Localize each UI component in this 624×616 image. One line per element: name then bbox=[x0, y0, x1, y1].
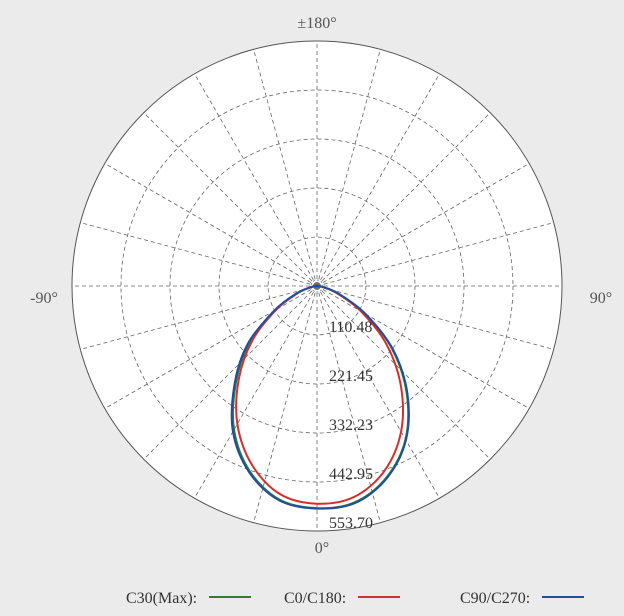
grid-spoke bbox=[143, 112, 318, 287]
angle-label-right: 90° bbox=[590, 290, 612, 307]
radial-tick-label: 221.45 bbox=[329, 368, 373, 385]
legend-swatch-c90 bbox=[542, 596, 585, 599]
grid-spoke bbox=[316, 163, 530, 287]
grid-spoke bbox=[194, 73, 318, 287]
legend-item-c30: C30(Max): bbox=[126, 590, 252, 608]
angle-label-left: -90° bbox=[30, 290, 58, 307]
grid-spoke bbox=[253, 285, 318, 523]
grid-spoke bbox=[316, 73, 440, 287]
grid-spoke bbox=[253, 49, 318, 287]
radial-tick-label: 110.48 bbox=[329, 319, 372, 336]
grid-spoke bbox=[316, 112, 491, 287]
legend-swatch-c30 bbox=[209, 596, 252, 599]
angle-label-top: ±180° bbox=[297, 15, 336, 32]
legend-swatch-c0 bbox=[358, 596, 401, 599]
grid-spoke bbox=[316, 285, 440, 499]
grid-spoke bbox=[194, 285, 318, 499]
legend-label-c0: C0/C180: bbox=[284, 590, 347, 607]
legend-label-c90: C90/C270: bbox=[460, 590, 531, 607]
grid-ring bbox=[71, 40, 563, 532]
angle-label-bottom: 0° bbox=[315, 540, 329, 557]
series-layer bbox=[230, 285, 410, 510]
grid-spoke bbox=[143, 285, 318, 460]
legend-item-c0: C0/C180: bbox=[284, 590, 401, 608]
grid-spoke bbox=[316, 49, 381, 287]
grid-spoke bbox=[316, 222, 554, 287]
legend-label-c30: C30(Max): bbox=[126, 590, 198, 607]
legend-item-c90: C90/C270: bbox=[460, 590, 585, 608]
grid-ring bbox=[267, 236, 367, 336]
grid-spoke bbox=[104, 285, 318, 409]
grid-ring bbox=[169, 138, 465, 434]
series-line-2 bbox=[230, 285, 410, 510]
grid-spoke bbox=[316, 285, 381, 523]
label-layer: ±180° -90° 90° 0° 110.48 221.45 332.23 442.… bbox=[30, 15, 612, 557]
radial-tick-label: 332.23 bbox=[329, 417, 373, 434]
radial-tick-label: 442.95 bbox=[329, 466, 373, 483]
grid-spoke bbox=[104, 163, 318, 287]
grid-spoke bbox=[80, 222, 318, 287]
grid-ring bbox=[120, 89, 514, 483]
grid-spoke bbox=[316, 285, 530, 409]
grid-ring bbox=[218, 187, 416, 385]
grid-spoke bbox=[316, 285, 554, 350]
grid-spoke bbox=[80, 285, 318, 350]
legend: C30(Max): C0/C180: C90/C270: bbox=[0, 590, 624, 614]
radial-tick-label: 553.70 bbox=[329, 515, 373, 532]
polar-chart: ±180° -90° 90° 0° 110.48 221.45 332.23 442.… bbox=[30, 15, 612, 557]
